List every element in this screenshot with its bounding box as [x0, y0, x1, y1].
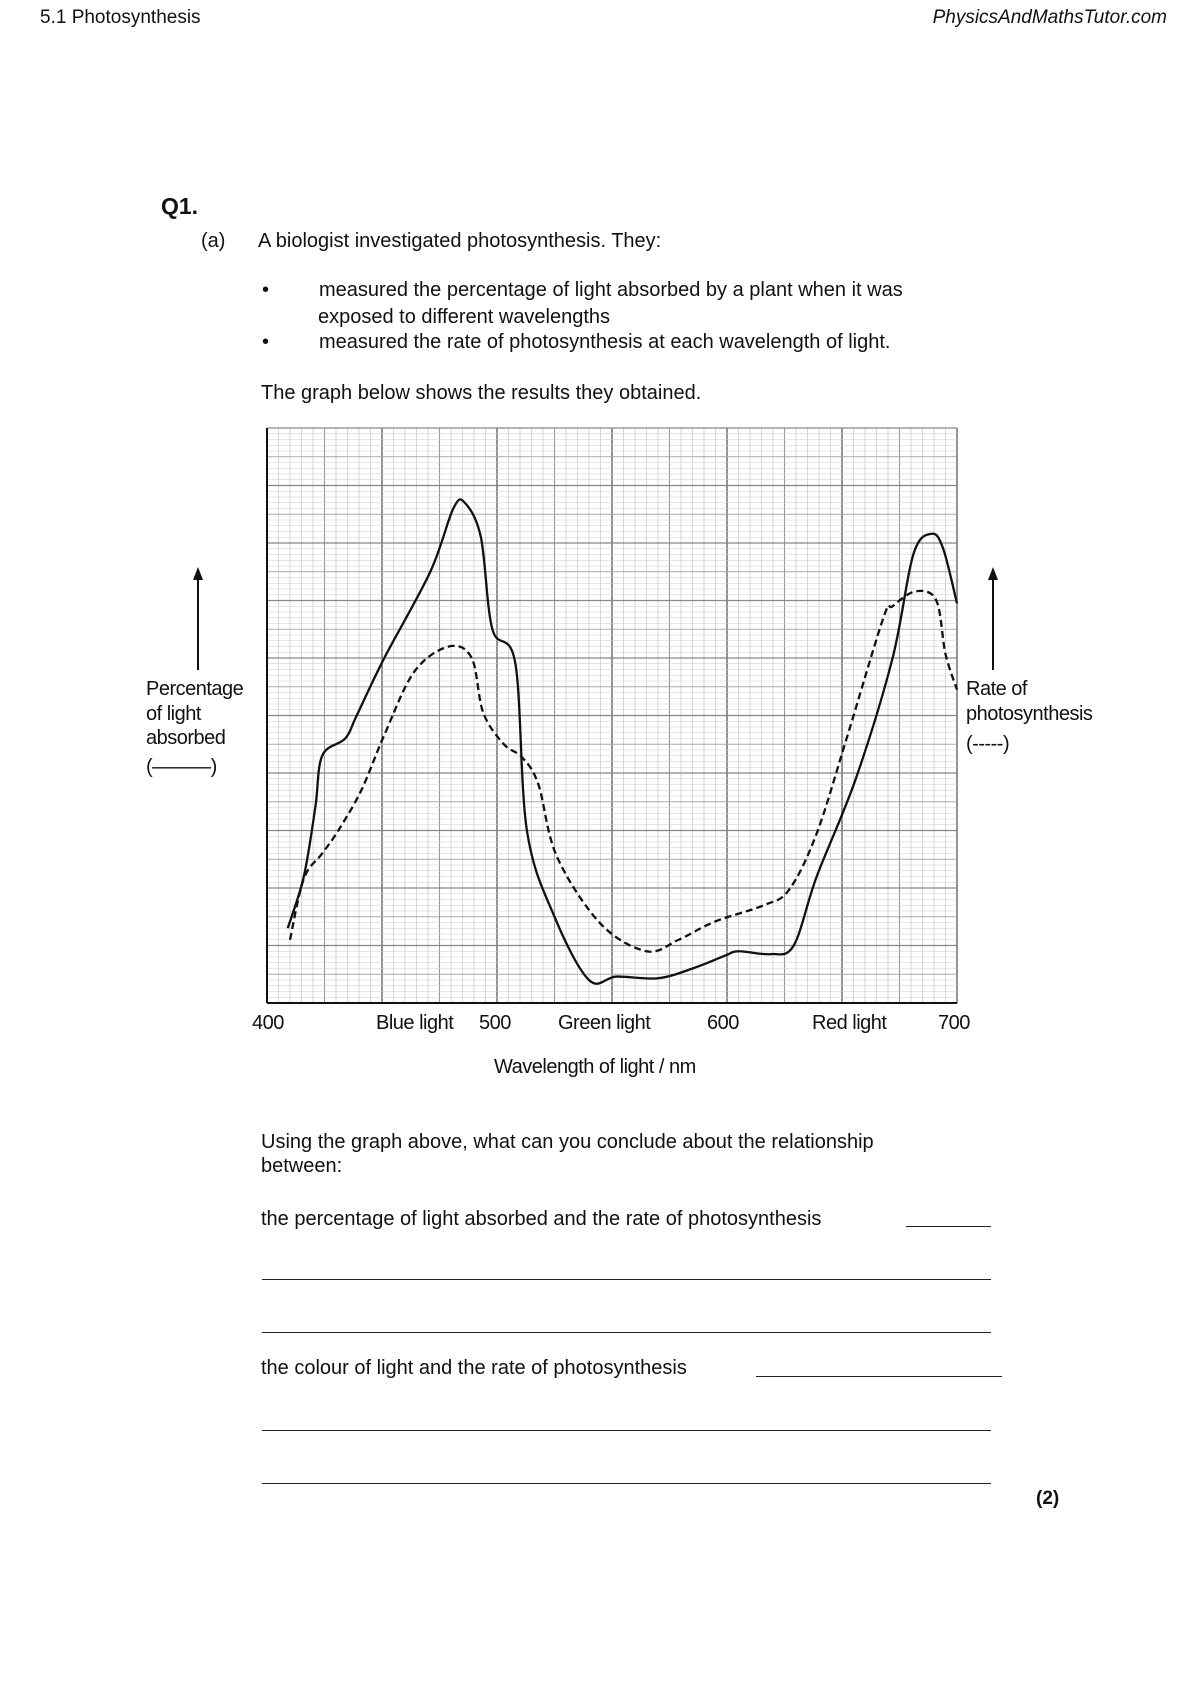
y-left-label-2: of light: [146, 703, 201, 725]
answer-line[interactable]: [262, 1430, 991, 1431]
x-region-green: Green light: [558, 1012, 651, 1034]
y-right-label-1: Rate of: [966, 678, 1027, 700]
y-left-label-4: (———): [146, 756, 217, 778]
chart: [193, 427, 998, 1004]
header-site: PhysicsAndMathsTutor.com: [932, 7, 1167, 28]
x-region-blue: Blue light: [376, 1012, 454, 1034]
x-axis-label: Wavelength of light / nm: [494, 1056, 696, 1078]
marks: (2): [1036, 1488, 1060, 1509]
arrow-head-icon: [193, 567, 203, 580]
series-photosynthesis-rate-line: [288, 589, 959, 953]
y-left-label-3: absorbed: [146, 727, 226, 749]
y-right-label-3: (-----): [966, 733, 1010, 755]
y-left-label-1: Percentage: [146, 678, 244, 700]
x-region-red: Red light: [812, 1012, 887, 1034]
answer-line[interactable]: [262, 1483, 991, 1484]
x-tick-700: 700: [938, 1012, 970, 1034]
answer-line[interactable]: [262, 1332, 991, 1333]
arrow-head-icon: [988, 567, 998, 580]
answer-line[interactable]: [262, 1279, 991, 1280]
y-right-label-2: photosynthesis: [966, 703, 1093, 725]
prompt-line-2: between:: [261, 1155, 343, 1177]
bullet-1-line-2: exposed to different wavelengths: [318, 306, 611, 328]
question-part: (a): [201, 230, 226, 252]
header-topic: 5.1 Photosynthesis: [40, 7, 201, 28]
x-tick-500: 500: [479, 1012, 511, 1034]
sub-question-1: the percentage of light absorbed and the…: [261, 1208, 822, 1230]
x-tick-400: 400: [252, 1012, 284, 1034]
answer-line[interactable]: [756, 1376, 1002, 1377]
question-intro: A biologist investigated photosynthesis.…: [258, 230, 662, 252]
graph-intro: The graph below shows the results they o…: [261, 382, 702, 404]
answer-line[interactable]: [906, 1226, 991, 1227]
sub-question-2: the colour of light and the rate of phot…: [261, 1357, 687, 1379]
bullet-2-line-1: measured the rate of photosynthesis at e…: [319, 331, 891, 353]
question-number: Q1.: [161, 193, 199, 219]
bullet-icon: •: [262, 279, 270, 301]
series-light-absorbed-line: [286, 498, 959, 985]
bullet-1-line-1: measured the percentage of light absorbe…: [319, 279, 903, 301]
bullet-icon: •: [262, 331, 270, 353]
prompt-line-1: Using the graph above, what can you conc…: [261, 1131, 874, 1153]
x-tick-600: 600: [707, 1012, 739, 1034]
